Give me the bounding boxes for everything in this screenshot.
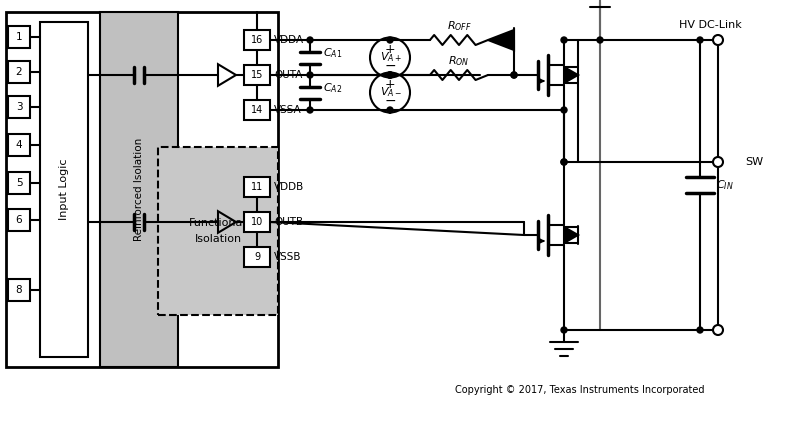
Polygon shape: [564, 67, 578, 83]
Text: 4: 4: [16, 140, 22, 150]
Text: 15: 15: [251, 70, 263, 80]
Circle shape: [307, 37, 313, 43]
Text: 5: 5: [16, 178, 22, 188]
Bar: [100, 12, 178, 367]
Text: $C_{A2}$: $C_{A2}$: [323, 81, 343, 95]
Polygon shape: [564, 227, 578, 243]
Text: 9: 9: [254, 252, 260, 262]
Circle shape: [387, 72, 393, 78]
Text: Copyright © 2017, Texas Instruments Incorporated: Copyright © 2017, Texas Instruments Inco…: [455, 385, 705, 395]
Bar: [244, 247, 270, 267]
Circle shape: [387, 37, 393, 43]
Text: OUTA: OUTA: [274, 70, 302, 80]
Text: 1: 1: [16, 32, 22, 42]
Text: $V_{A+}$: $V_{A+}$: [380, 51, 402, 65]
Text: +: +: [385, 43, 396, 56]
Circle shape: [561, 159, 567, 165]
Circle shape: [597, 37, 603, 43]
Bar: [8, 172, 30, 194]
Bar: [244, 177, 270, 197]
Circle shape: [715, 327, 721, 333]
Text: $C_{IN}$: $C_{IN}$: [716, 178, 734, 192]
Polygon shape: [488, 30, 514, 50]
Text: $V_{A-}$: $V_{A-}$: [380, 85, 402, 99]
Circle shape: [713, 325, 723, 335]
Text: −: −: [384, 58, 396, 73]
Bar: [8, 279, 30, 301]
Text: 14: 14: [251, 105, 263, 115]
Bar: [158, 147, 278, 315]
Circle shape: [713, 35, 723, 45]
Circle shape: [561, 327, 567, 333]
Bar: [8, 209, 30, 231]
Text: 3: 3: [16, 102, 22, 112]
Circle shape: [561, 159, 567, 165]
Text: 6: 6: [16, 215, 22, 225]
Bar: [40, 22, 88, 357]
Circle shape: [387, 72, 393, 78]
Circle shape: [713, 157, 723, 167]
Circle shape: [697, 327, 703, 333]
Text: 10: 10: [251, 217, 263, 227]
Bar: [244, 100, 270, 120]
Text: $C_{A1}$: $C_{A1}$: [323, 47, 343, 61]
Circle shape: [697, 37, 703, 43]
Circle shape: [561, 37, 567, 43]
Bar: [244, 212, 270, 232]
Bar: [244, 30, 270, 50]
Text: VDDA: VDDA: [274, 35, 305, 45]
Bar: [6, 12, 278, 367]
Bar: [244, 65, 270, 85]
Circle shape: [511, 72, 517, 78]
Circle shape: [387, 107, 393, 113]
Text: HV DC-Link: HV DC-Link: [679, 20, 741, 30]
Text: Functional: Functional: [190, 218, 247, 228]
Text: 16: 16: [251, 35, 263, 45]
Text: 11: 11: [251, 182, 263, 192]
Text: $R_{OFF}$: $R_{OFF}$: [446, 19, 472, 33]
Circle shape: [307, 72, 313, 78]
Bar: [8, 61, 30, 83]
Circle shape: [307, 107, 313, 113]
Text: Isolation: Isolation: [194, 234, 242, 244]
Text: −: −: [384, 93, 396, 108]
Circle shape: [715, 159, 721, 165]
Bar: [8, 26, 30, 48]
Text: VDDB: VDDB: [274, 182, 305, 192]
Text: Input Logic: Input Logic: [59, 159, 69, 220]
Text: OUTB: OUTB: [274, 217, 303, 227]
Text: $R_{ON}$: $R_{ON}$: [448, 54, 469, 68]
Circle shape: [561, 107, 567, 113]
Text: VSSA: VSSA: [274, 105, 302, 115]
Bar: [8, 134, 30, 156]
Text: Reinforced Isolation: Reinforced Isolation: [134, 138, 144, 241]
Bar: [8, 96, 30, 118]
Circle shape: [387, 72, 393, 78]
Text: +: +: [385, 78, 396, 91]
Text: SW: SW: [745, 157, 763, 167]
Text: 8: 8: [16, 285, 22, 295]
Circle shape: [511, 72, 517, 78]
Text: 2: 2: [16, 67, 22, 77]
Text: VSSB: VSSB: [274, 252, 301, 262]
